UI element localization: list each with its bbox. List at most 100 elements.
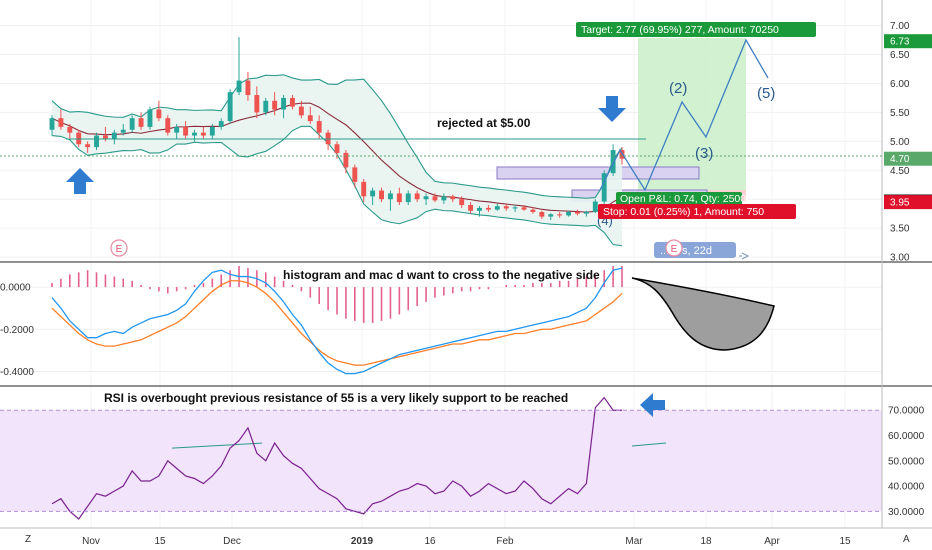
candle xyxy=(49,115,55,136)
rsi-overbought-band xyxy=(0,410,882,512)
candle xyxy=(85,141,91,153)
candle xyxy=(414,190,420,203)
price-tick-label: 5.50 xyxy=(890,108,910,119)
candle xyxy=(254,86,260,119)
time-tick-label: 16 xyxy=(424,536,436,547)
price-tick-label: 6.00 xyxy=(890,79,910,90)
price-tick-label: 3.50 xyxy=(890,224,910,235)
macd-line xyxy=(51,267,623,375)
candle xyxy=(530,207,536,214)
time-tick-label: Dec xyxy=(223,536,241,547)
bars-range-arrow xyxy=(741,252,750,260)
price-tick-label: 4.50 xyxy=(890,166,910,177)
candle xyxy=(120,123,126,136)
candle xyxy=(227,89,233,124)
candle xyxy=(67,123,73,139)
arrow-left-icon xyxy=(640,393,665,417)
price-badge xyxy=(884,195,932,210)
candle xyxy=(272,92,278,116)
candle xyxy=(494,203,500,211)
rsi-tick-label: 60.0000 xyxy=(888,431,925,442)
candle xyxy=(111,129,117,145)
stop-label: Stop: 0.01 (0.25%) 1, Amount: 750 xyxy=(603,206,764,218)
event-marker-1[interactable]: E xyxy=(110,239,128,257)
candle xyxy=(423,193,429,206)
bollinger-fill xyxy=(52,74,622,246)
candle xyxy=(290,95,295,110)
rsi-projection-line xyxy=(631,442,667,447)
rsi-tick-label: 70.0000 xyxy=(888,406,925,417)
candle xyxy=(575,209,580,216)
candle xyxy=(236,37,242,96)
candle xyxy=(263,97,269,116)
candle xyxy=(245,71,251,101)
target-label-box xyxy=(576,22,816,37)
candle xyxy=(521,205,527,211)
price-tick-label: 3.00 xyxy=(890,253,910,264)
candle xyxy=(441,193,447,204)
stop-label-box xyxy=(598,204,796,219)
annotation-macd: histogram and mac d want to cross to the… xyxy=(283,268,600,282)
time-tick-label: Nov xyxy=(82,536,100,547)
candle xyxy=(316,115,322,139)
rsi-layer xyxy=(51,396,622,520)
candle xyxy=(396,187,402,206)
rsi-tick-label: 40.0000 xyxy=(888,482,925,493)
price-tick-label: 7.00 xyxy=(890,21,910,32)
candle xyxy=(432,193,438,203)
candle xyxy=(557,211,563,218)
candle xyxy=(343,150,349,174)
rsi-resistance-line xyxy=(171,442,263,449)
candle xyxy=(592,199,598,214)
candle xyxy=(387,190,393,211)
wave-label-3: (3) xyxy=(695,145,713,162)
candle xyxy=(298,100,304,119)
candle xyxy=(485,205,491,212)
macd-tick-label: 0.0000 xyxy=(0,283,31,294)
cup-shape xyxy=(631,277,775,351)
candle xyxy=(325,129,331,151)
candle xyxy=(147,106,153,130)
wave-label-5: (5) xyxy=(757,85,775,102)
moving-average xyxy=(51,102,623,213)
price-badge xyxy=(884,151,932,166)
time-tick-label: Mar xyxy=(625,536,643,547)
candle xyxy=(281,95,287,119)
candle xyxy=(548,213,554,221)
arrow-up-icon xyxy=(66,168,94,194)
arrow-down-icon xyxy=(598,96,626,122)
time-tick-label: 15 xyxy=(839,536,851,547)
event-marker-2[interactable]: E xyxy=(665,239,683,257)
price-layer xyxy=(49,37,625,247)
candle xyxy=(200,126,206,139)
candle xyxy=(129,115,135,133)
candle xyxy=(539,210,545,219)
projection-path xyxy=(599,38,769,192)
macd-tick-label: -0.4000 xyxy=(0,367,34,378)
price-badge-label: 4.70 xyxy=(890,154,910,165)
svg-text:E: E xyxy=(671,244,678,255)
rsi-tick-label: 30.0000 xyxy=(888,507,925,518)
wave-label-2: (2) xyxy=(669,80,687,97)
candle xyxy=(209,123,215,139)
macd-tick-label: -0.2000 xyxy=(0,325,34,336)
candle xyxy=(566,210,572,217)
candle xyxy=(94,132,99,151)
timezone-button[interactable]: Z xyxy=(25,534,31,545)
bollinger-upper xyxy=(51,74,623,199)
candle xyxy=(459,196,465,208)
candle xyxy=(477,206,482,217)
time-tick-label: Apr xyxy=(764,536,780,547)
auto-scale-button[interactable]: A xyxy=(903,534,910,545)
time-tick-label: 15 xyxy=(154,536,166,547)
price-badge xyxy=(884,34,932,49)
resistance-box-upper xyxy=(496,166,700,180)
candle xyxy=(138,112,144,130)
candle xyxy=(174,123,180,139)
candle xyxy=(610,144,616,177)
price-badge-label: 3.95 xyxy=(890,198,910,209)
macd-layer xyxy=(51,266,623,375)
candle xyxy=(361,178,367,203)
